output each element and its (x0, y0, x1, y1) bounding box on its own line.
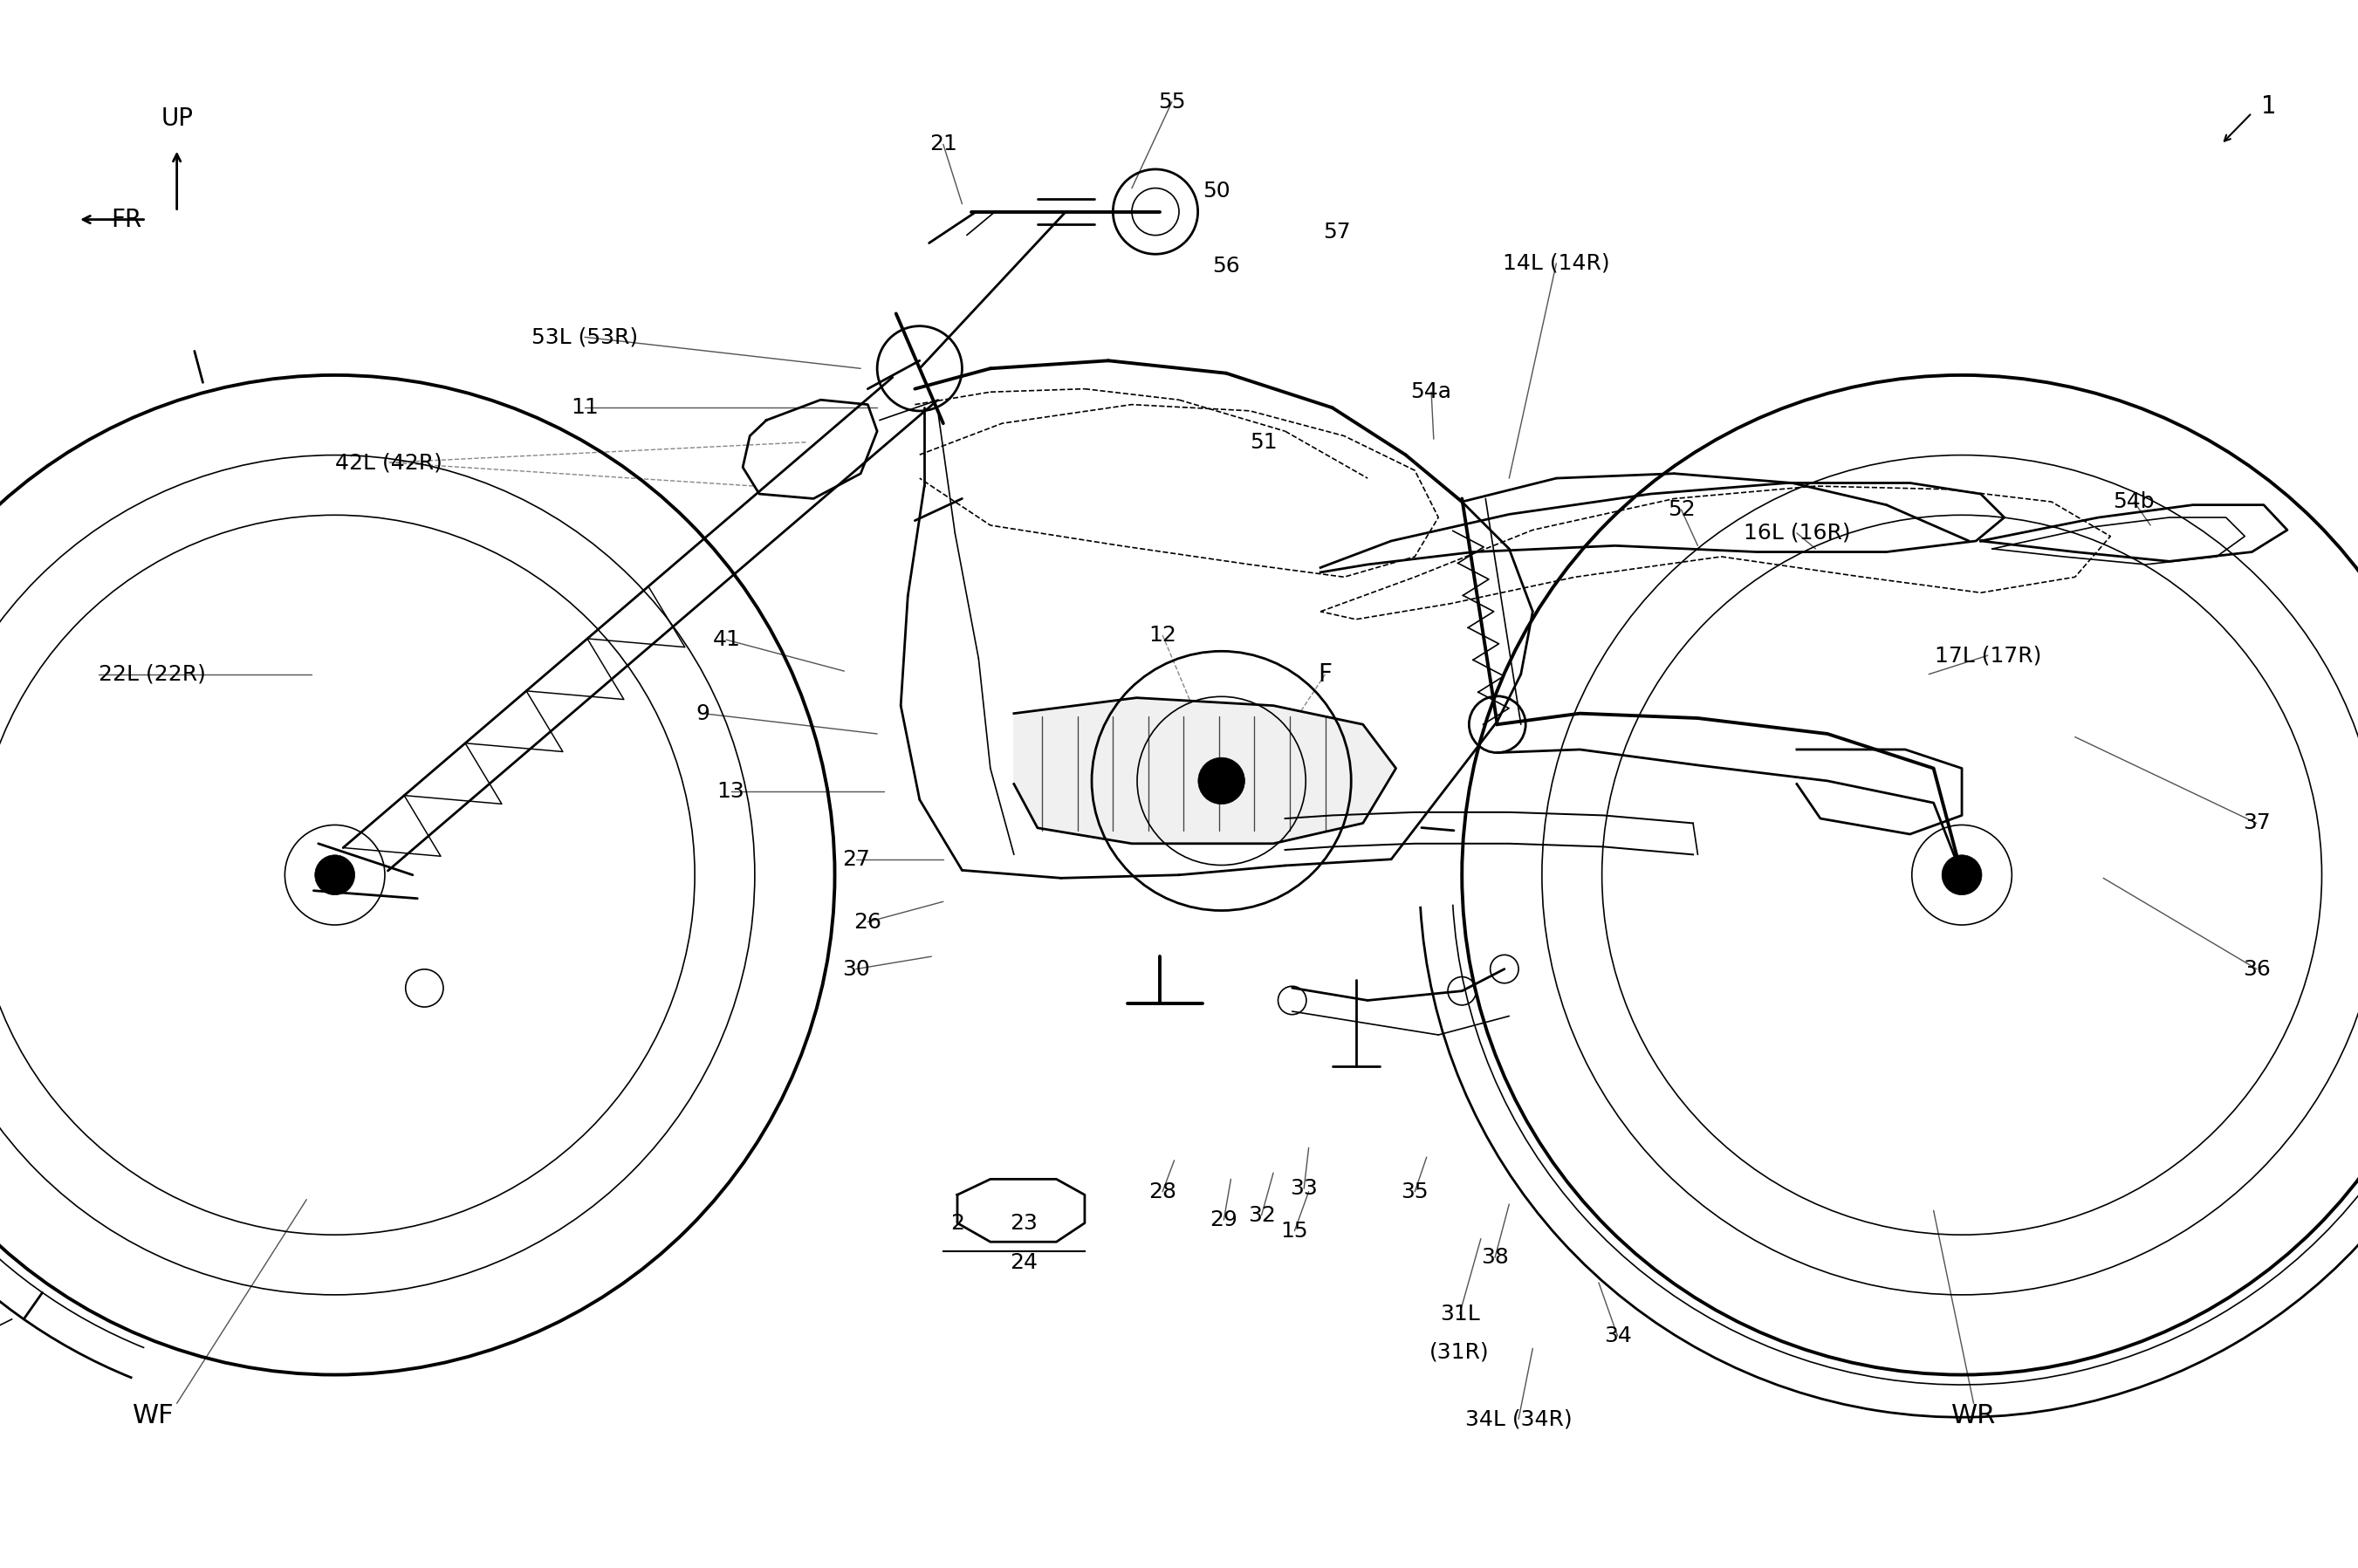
Text: 55: 55 (1158, 91, 1186, 113)
Text: 14L (14R): 14L (14R) (1502, 252, 1611, 274)
Text: 56: 56 (1212, 256, 1240, 278)
Text: 9: 9 (696, 702, 710, 724)
Text: FR: FR (111, 207, 141, 232)
Text: 15: 15 (1280, 1220, 1309, 1242)
Text: 34: 34 (1603, 1325, 1632, 1347)
Text: 37: 37 (2242, 812, 2271, 834)
Text: 29: 29 (1210, 1209, 1238, 1231)
Text: 50: 50 (1203, 180, 1231, 202)
Text: 2: 2 (950, 1212, 964, 1234)
Text: F: F (1318, 662, 1332, 687)
Text: 13: 13 (717, 781, 745, 803)
Polygon shape (1014, 698, 1396, 844)
Text: 12: 12 (1148, 624, 1177, 646)
Text: 42L (42R): 42L (42R) (335, 452, 443, 474)
Text: UP: UP (160, 107, 193, 132)
Text: 35: 35 (1401, 1181, 1429, 1203)
Text: 1: 1 (2261, 94, 2278, 119)
Text: 16L (16R): 16L (16R) (1743, 522, 1851, 544)
Text: 54a: 54a (1410, 381, 1453, 403)
Text: 57: 57 (1323, 221, 1351, 243)
Text: 27: 27 (842, 848, 870, 870)
Text: 31L: 31L (1441, 1303, 1478, 1325)
Text: 34L (34R): 34L (34R) (1464, 1408, 1573, 1430)
Text: WR: WR (1950, 1403, 1997, 1428)
Text: 30: 30 (842, 958, 870, 980)
Text: 33: 33 (1290, 1178, 1318, 1200)
Text: 52: 52 (1667, 499, 1695, 521)
Text: 23: 23 (1009, 1212, 1038, 1234)
Text: 51: 51 (1250, 431, 1278, 453)
Text: 54b: 54b (2113, 491, 2155, 513)
Text: 28: 28 (1148, 1181, 1177, 1203)
Text: 36: 36 (2242, 958, 2271, 980)
Text: 38: 38 (1481, 1247, 1509, 1269)
Ellipse shape (1198, 757, 1245, 804)
Text: 24: 24 (1009, 1251, 1038, 1273)
Text: (31R): (31R) (1429, 1341, 1490, 1363)
Text: 32: 32 (1247, 1204, 1276, 1226)
Text: 53L (53R): 53L (53R) (531, 326, 639, 348)
Text: 41: 41 (712, 629, 740, 651)
Ellipse shape (316, 855, 354, 895)
Text: 11: 11 (571, 397, 599, 419)
Text: WF: WF (132, 1403, 174, 1428)
Ellipse shape (1943, 855, 1981, 895)
Text: 26: 26 (854, 911, 882, 933)
Text: 21: 21 (929, 133, 957, 155)
Text: 17L (17R): 17L (17R) (1934, 644, 2042, 666)
Text: 22L (22R): 22L (22R) (99, 663, 205, 685)
